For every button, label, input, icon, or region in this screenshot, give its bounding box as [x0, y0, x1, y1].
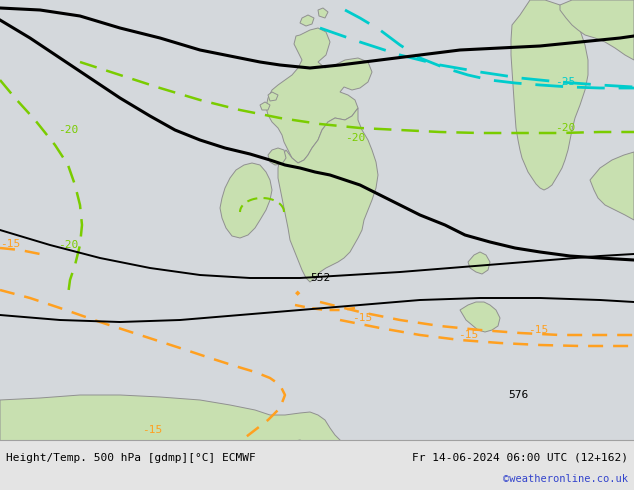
Polygon shape	[511, 0, 588, 190]
Polygon shape	[560, 0, 634, 60]
Polygon shape	[390, 455, 634, 490]
Text: ©weatheronline.co.uk: ©weatheronline.co.uk	[503, 474, 628, 484]
Polygon shape	[220, 163, 272, 238]
Polygon shape	[268, 92, 278, 101]
Text: -15: -15	[458, 330, 478, 340]
Text: -15: -15	[352, 313, 372, 323]
Polygon shape	[0, 395, 345, 490]
Text: -20: -20	[58, 125, 78, 135]
Polygon shape	[468, 252, 490, 274]
Text: 552: 552	[310, 273, 330, 283]
Polygon shape	[268, 148, 286, 165]
Text: -15: -15	[142, 425, 162, 435]
Polygon shape	[300, 15, 314, 26]
Polygon shape	[266, 28, 372, 163]
Polygon shape	[318, 8, 328, 18]
Polygon shape	[260, 102, 270, 110]
Text: -20: -20	[345, 133, 365, 143]
Polygon shape	[278, 108, 378, 282]
Text: -20: -20	[58, 240, 78, 250]
Text: ◆: ◆	[295, 290, 301, 296]
Text: -15: -15	[0, 239, 20, 249]
Text: Height/Temp. 500 hPa [gdmp][°C] ECMWF: Height/Temp. 500 hPa [gdmp][°C] ECMWF	[6, 452, 256, 463]
Polygon shape	[460, 302, 500, 332]
Text: -20: -20	[555, 123, 575, 133]
Text: 576: 576	[508, 390, 528, 400]
Text: -15: -15	[528, 325, 548, 335]
Bar	[0, 440, 634, 490]
Text: -25: -25	[555, 77, 575, 87]
Text: Fr 14-06-2024 06:00 UTC (12+162): Fr 14-06-2024 06:00 UTC (12+162)	[412, 452, 628, 463]
Polygon shape	[590, 152, 634, 220]
